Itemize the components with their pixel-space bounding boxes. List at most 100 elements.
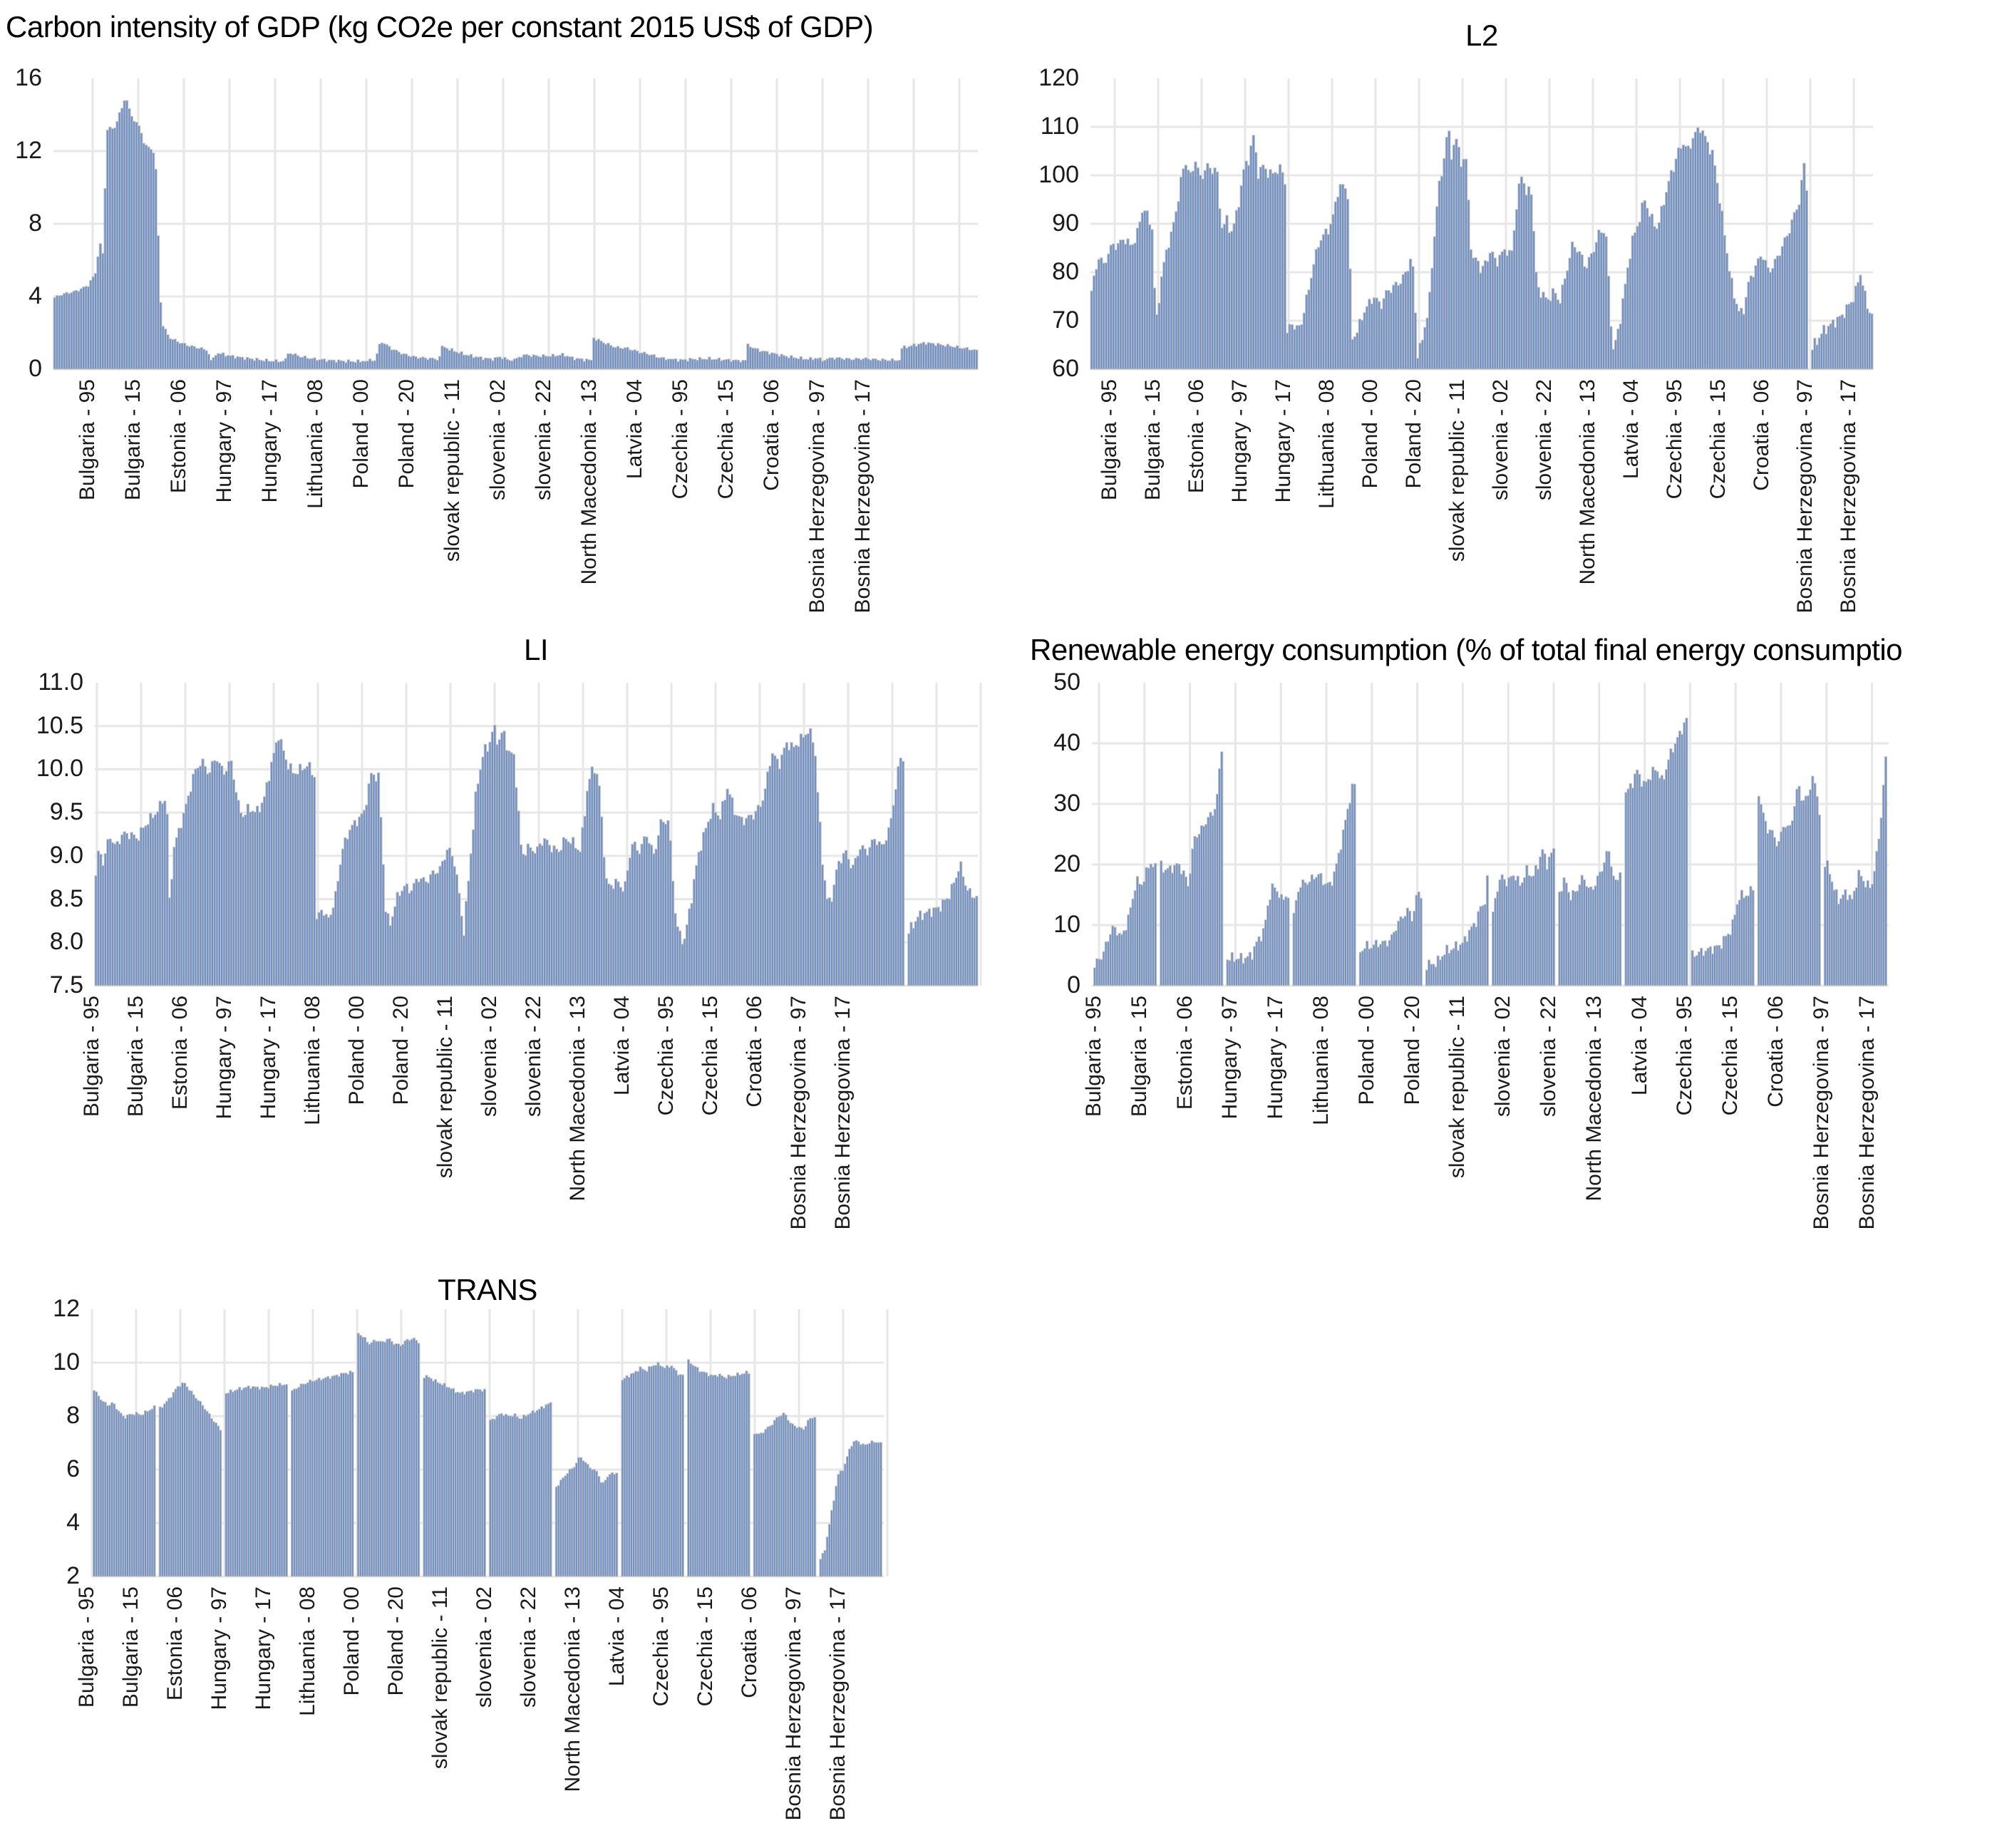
bars-Hungary [225, 1383, 288, 1577]
y-tick-label: 10.0 [36, 755, 83, 783]
x-tick-label: slovak republic - 11 [428, 1586, 452, 1770]
bar [1154, 862, 1157, 986]
x-tick-label: Bosnia Herzegovina - 17 [826, 1586, 850, 1821]
y-tick-label: 8 [29, 210, 42, 237]
bars-Bulgaria [1090, 210, 1156, 370]
x-tick-label: Poland - 00 [340, 1586, 363, 1696]
bars-slovenia [515, 353, 594, 370]
bars-Estonia [1155, 161, 1222, 370]
y-tick-label: 30 [1053, 790, 1080, 817]
bars-Bosnia-Herzegovina [907, 861, 979, 986]
bar [153, 1405, 156, 1577]
bars-Bosnia-Herzegovina [819, 1440, 882, 1577]
x-tick-label: Bulgaria - 15 [119, 1586, 143, 1708]
y-tick-label: 0 [1067, 971, 1080, 998]
y-tick-label: 10 [53, 1348, 80, 1375]
x-tick-label: Poland - 20 [384, 1586, 408, 1696]
bars-Lithuania [315, 772, 390, 986]
bars-Croatia [753, 1412, 817, 1577]
x-tick-label: slovenia - 02 [473, 1586, 496, 1708]
y-tick-label: 8.5 [49, 884, 83, 912]
bars-Poland [1351, 258, 1417, 370]
x-tick-label: Hungary - 17 [252, 1586, 275, 1710]
bars-Hungary [1226, 883, 1290, 986]
bars-slovenia [1492, 848, 1556, 986]
bars-slovak-republic [462, 725, 537, 986]
x-tick-label: Lithuania - 08 [296, 1586, 319, 1716]
bar [1805, 190, 1809, 370]
bars-Latvia [1611, 158, 1678, 370]
bar [1884, 756, 1888, 986]
bar [312, 776, 316, 986]
chart-title-renewable-energy: Renewable energy consumption (% of total… [1030, 633, 1903, 666]
bars-Czechia [756, 728, 832, 986]
bars-Poland [356, 1333, 421, 1577]
bars-Bosnia-Herzegovina [900, 341, 979, 370]
bar [615, 1472, 619, 1577]
bar [901, 760, 905, 986]
y-tick-label: 120 [1038, 64, 1079, 91]
chart-title-l2: L2 [1465, 19, 1498, 52]
bars-Latvia [621, 1362, 684, 1577]
bars-Czechia [1677, 127, 1743, 370]
y-tick-label: 8.0 [49, 928, 83, 956]
bar [1606, 275, 1611, 370]
bars-Hungary [242, 738, 316, 986]
bars-slovenia [536, 766, 611, 986]
bars-Estonia [158, 1382, 222, 1577]
bars-Latvia [1624, 718, 1688, 986]
bars-Poland [388, 847, 463, 986]
x-tick-label: North Macedonia - 13 [561, 1586, 584, 1792]
bars-Latvia [669, 356, 748, 370]
bars-Poland [361, 342, 439, 370]
y-tick-label: 8 [66, 1402, 80, 1429]
y-tick-label: 4 [29, 282, 42, 309]
bars-Bulgaria [53, 100, 131, 370]
y-tick-label: 11.0 [38, 669, 83, 696]
bars-Hungary [207, 352, 285, 370]
bars-Bulgaria [1093, 862, 1157, 986]
bar [813, 1417, 817, 1577]
bars-Hungary [1220, 135, 1286, 370]
bars-North-Macedonia [554, 1457, 619, 1577]
x-tick-label: Estonia - 06 [163, 1586, 187, 1701]
chart-title-trans: TRANS [438, 1273, 537, 1306]
y-tick-label: 80 [1052, 258, 1079, 285]
y-tick-label: 10.5 [36, 711, 83, 739]
bars-Czechia [1691, 886, 1755, 986]
x-tick-label: Croatia - 06 [738, 1586, 761, 1698]
bar [1220, 751, 1224, 986]
x-tick-label: slovenia - 22 [517, 1586, 540, 1708]
bar [1286, 897, 1290, 986]
bars-Croatia [1742, 162, 1809, 370]
bar [975, 895, 979, 986]
x-tick-label: Hungary - 97 [207, 1586, 231, 1710]
y-tick-label: 6 [66, 1455, 80, 1482]
bar [1619, 872, 1622, 986]
bars-Lithuania [1286, 184, 1352, 370]
bars-Poland [1358, 891, 1423, 986]
x-tick-label: Czechia - 95 [649, 1586, 673, 1707]
bar [284, 1384, 288, 1577]
bars-slovak-republic [1416, 130, 1482, 370]
y-tick-label: 12 [15, 137, 42, 164]
bar [1348, 268, 1352, 370]
y-tick-label: 2 [66, 1562, 80, 1589]
bars-Croatia [1757, 775, 1821, 986]
y-tick-label: 100 [1038, 161, 1079, 188]
x-tick-label: Czechia - 15 [693, 1586, 717, 1707]
bars-Lithuania [1292, 783, 1356, 986]
y-tick-label: 40 [1053, 729, 1080, 756]
bars-North-Macedonia [609, 819, 684, 986]
bar [1751, 889, 1755, 986]
bars-Latvia [683, 788, 758, 986]
y-tick-label: 110 [1040, 113, 1079, 140]
bar [1419, 897, 1423, 986]
y-tick-label: 60 [1052, 355, 1079, 382]
y-tick-label: 20 [1053, 850, 1080, 877]
